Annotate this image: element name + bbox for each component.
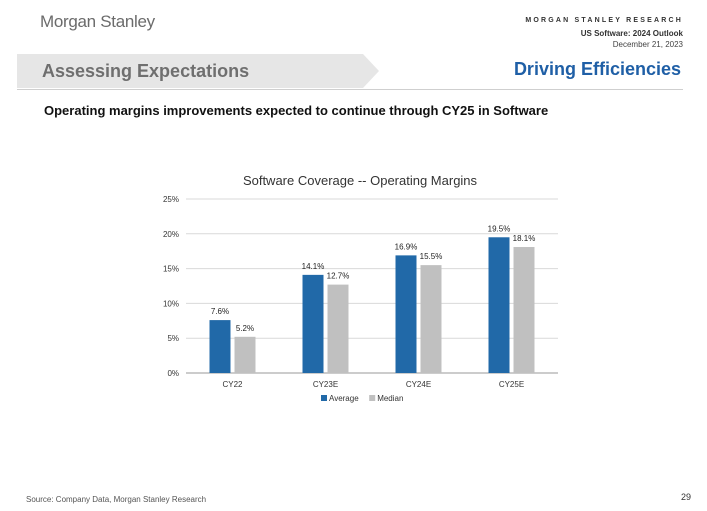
- banner-arrow-shape: [17, 54, 379, 88]
- report-header: MORGAN STANLEY RESEARCH US Software: 202…: [525, 17, 683, 49]
- data-label-median: 12.7%: [327, 272, 350, 281]
- page-number: 29: [680, 492, 691, 502]
- data-label-average: 19.5%: [488, 224, 511, 233]
- bar-median-cy23e: [327, 284, 349, 373]
- legend-label-average: Average: [329, 394, 359, 403]
- y-tick-label: 0%: [167, 369, 179, 378]
- operating-margins-chart: Software Coverage -- Operating Margins 7…: [140, 168, 580, 418]
- y-tick-label: 10%: [163, 299, 179, 308]
- legend-label-median: Median: [377, 394, 403, 403]
- company-logo: Morgan Stanley: [40, 12, 155, 31]
- x-tick-label: CY23E: [313, 380, 338, 389]
- legend-swatch-average: [321, 395, 327, 401]
- y-tick-label: 15%: [163, 265, 179, 274]
- x-tick-label: CY25E: [499, 380, 524, 389]
- bar-average-cy23e: [302, 274, 324, 373]
- source-note: Source: Company Data, Morgan Stanley Res…: [26, 495, 207, 504]
- data-label-median: 18.1%: [513, 234, 536, 243]
- data-label-average: 7.6%: [211, 307, 229, 316]
- y-tick-label: 20%: [163, 230, 179, 239]
- x-tick-label: CY24E: [406, 380, 431, 389]
- bar-median-cy24e: [420, 265, 442, 373]
- bar-median-cy22: [234, 336, 256, 373]
- data-label-median: 5.2%: [236, 324, 254, 333]
- bar-median-cy25e: [513, 247, 535, 373]
- y-tick-label: 5%: [167, 334, 179, 343]
- section-banner: Assessing Expectations: [17, 54, 379, 88]
- report-title: US Software: 2024 Outlook: [580, 29, 683, 38]
- header-divider: [17, 89, 683, 90]
- chart-canvas: Software Coverage -- Operating Margins 7…: [163, 173, 558, 403]
- research-label: MORGAN STANLEY RESEARCH: [525, 17, 683, 24]
- slide-subtitle: Operating margins improvements expected …: [44, 103, 549, 118]
- bar-average-cy25e: [488, 237, 510, 373]
- data-label-average: 16.9%: [395, 242, 418, 251]
- data-label-median: 15.5%: [420, 252, 443, 261]
- y-tick-label: 25%: [163, 195, 179, 204]
- chart-title: Software Coverage -- Operating Margins: [243, 173, 478, 188]
- banner-title: Assessing Expectations: [42, 61, 250, 81]
- bar-average-cy22: [209, 320, 231, 373]
- section-title: Driving Efficiencies: [513, 59, 681, 79]
- data-label-average: 14.1%: [302, 262, 325, 271]
- bar-average-cy24e: [395, 255, 417, 373]
- x-tick-label: CY22: [222, 380, 243, 389]
- report-date: December 21, 2023: [612, 40, 683, 49]
- legend-swatch-median: [369, 395, 376, 401]
